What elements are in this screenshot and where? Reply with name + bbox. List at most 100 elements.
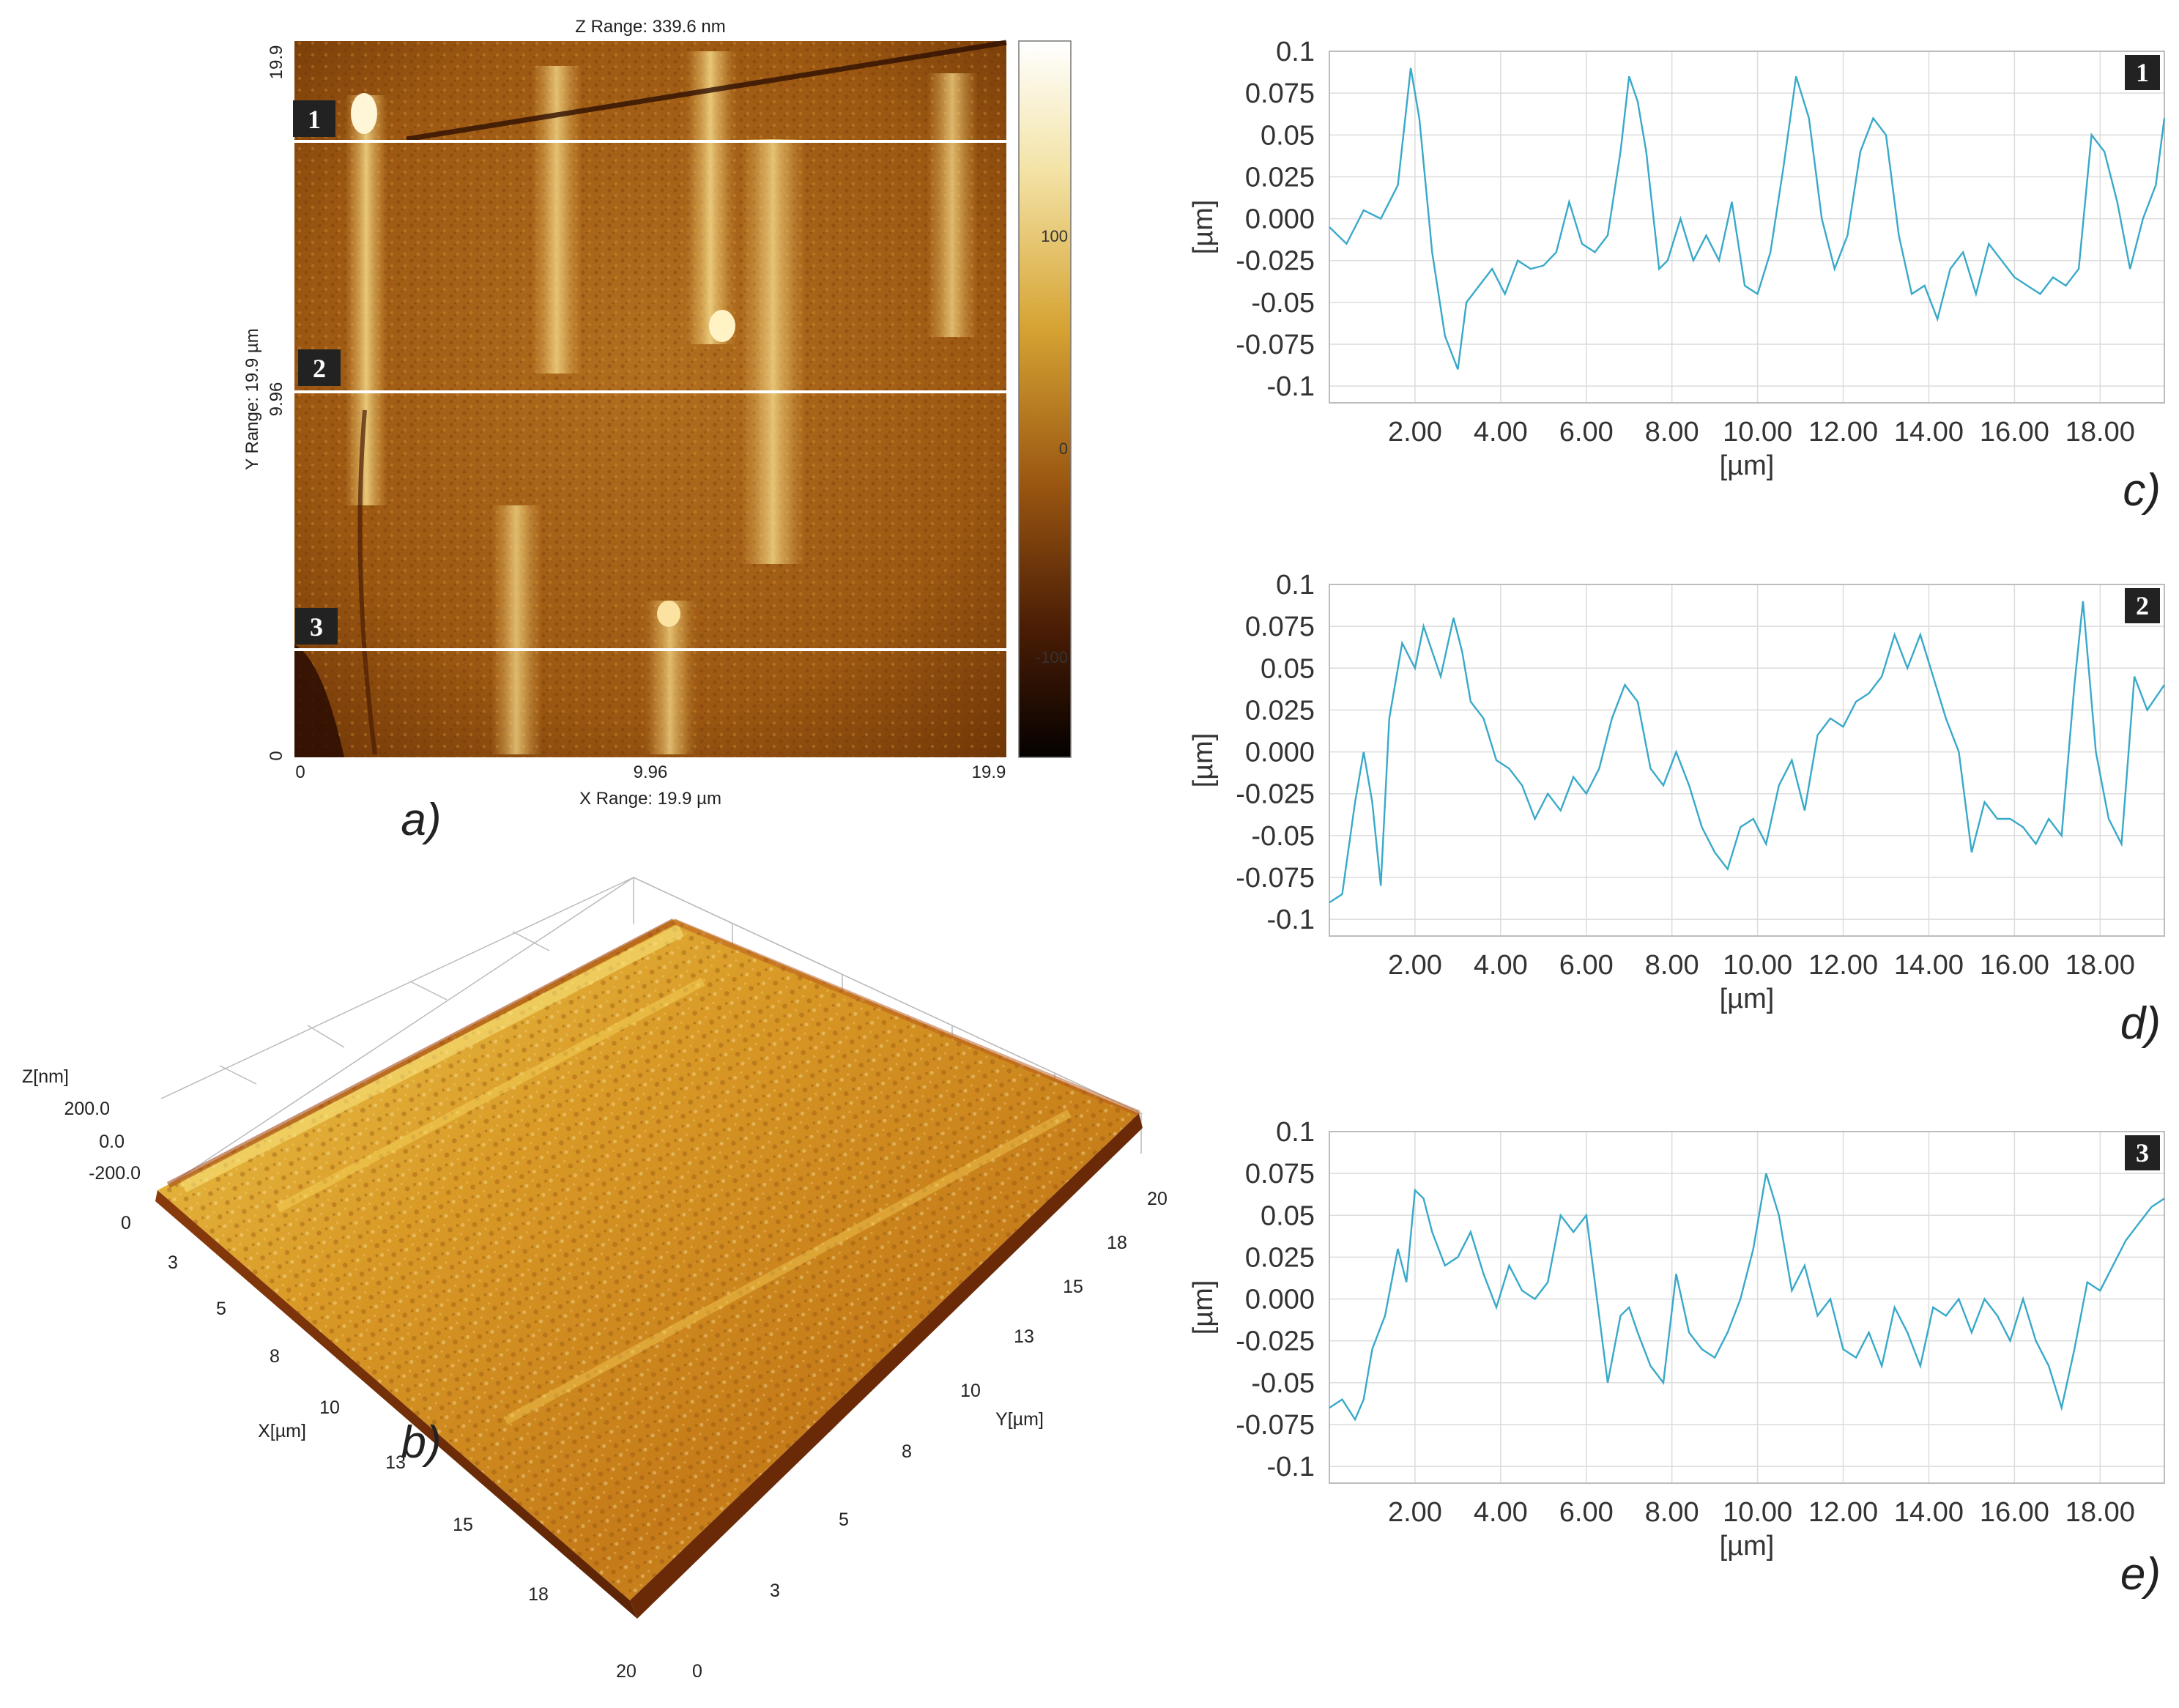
x-tick: 9.96: [634, 762, 668, 782]
profile-badge-label: 1: [2136, 58, 2149, 87]
x-tick-label: 14.00: [1894, 1497, 1964, 1528]
profile-badge-label: 3: [2136, 1138, 2149, 1167]
x-tick: 19.9: [972, 762, 1006, 782]
colorbar-tick: -100: [1036, 648, 1068, 667]
x-tick-label: 16.00: [1980, 417, 2049, 448]
y-axis-label: [µm]: [1188, 733, 1219, 788]
x-tick-label: 14.00: [1894, 950, 1964, 981]
x-tick-label: 8.00: [1645, 417, 1699, 448]
colorbar-tick: 0: [1059, 439, 1068, 458]
afm-colorbar: [1018, 40, 1072, 758]
x-tick-label: 8.00: [1645, 1497, 1699, 1528]
profile-badge-label: 2: [2136, 591, 2149, 620]
y-tick: 5: [839, 1510, 849, 1530]
y-tick-label: 0.05: [1261, 653, 1315, 684]
profile-chart-3: 0.1 0.075 0.05 0.025 0.000 -0.025 -0.05 -0.075 -…: [1188, 1117, 2165, 1600]
x-tick-label: 18.00: [2065, 1497, 2135, 1528]
profile-badge: [2125, 588, 2160, 623]
profile-chart-2: 0.1 0.075 0.05 0.025 0.000 -0.025 -0.05 -0.075 -…: [1188, 570, 2165, 1049]
x-tick-label: 4.00: [1474, 417, 1528, 448]
y-tick: 18: [1107, 1233, 1127, 1253]
y-tick-label: -0.05: [1251, 821, 1315, 852]
x-tick-label: 16.00: [1980, 950, 2049, 981]
profile-badge: [2125, 55, 2160, 90]
x-tick-label: 4.00: [1474, 1497, 1528, 1528]
y-tick-label: -0.075: [1236, 1410, 1315, 1441]
y-tick-label: -0.025: [1236, 1326, 1315, 1357]
afm-scratch: [357, 409, 377, 755]
z-tick: 0.0: [99, 1132, 125, 1152]
profile-marker-2: [298, 349, 341, 386]
y-tick: 0: [692, 1661, 702, 1682]
x-tick: 3: [168, 1252, 178, 1273]
x-tick-label: 10.00: [1723, 1497, 1792, 1528]
3d-y-axis: 0 3 5 8 10 13 15 18 20 Y[µm]: [692, 1189, 1168, 1682]
x-tick: 20: [616, 1661, 636, 1682]
y-tick-label: 0.000: [1245, 738, 1315, 768]
y-tick-label: -0.1: [1267, 371, 1315, 402]
afm-stripe: [927, 73, 978, 337]
x-tick: 18: [528, 1584, 549, 1605]
afm-bright-spot: [351, 93, 377, 134]
afm-stripe: [740, 139, 806, 564]
3d-surface-texture: [157, 919, 1139, 1600]
afm-height-map-panel: 100 0 -100 1 2 3 Z Range: 339.6 nm X Ran…: [242, 17, 1072, 845]
y-tick-label: 0.1: [1276, 570, 1315, 601]
plot-frame: [1329, 1131, 2165, 1484]
profile-series-line: [1329, 601, 2165, 904]
y-tick-label: -0.025: [1236, 246, 1315, 277]
y-axis-label: Y[µm]: [995, 1409, 1044, 1430]
y-tick: 13: [1014, 1326, 1034, 1347]
plot-frame: [1329, 584, 2165, 937]
profile-chart-1: 0.1 0.075 0.05 0.025 0.000 -0.025 -0.05 -0.075 -…: [1188, 37, 2166, 516]
afm-dark-corner: [294, 645, 344, 757]
x-tick-label: 12.00: [1808, 950, 1878, 981]
x-tick-label: 4.00: [1474, 950, 1528, 981]
y-tick-label: -0.025: [1236, 779, 1315, 810]
x-tick-label: 6.00: [1559, 1497, 1614, 1528]
y-axis-label: [µm]: [1188, 1280, 1219, 1335]
y-tick: 15: [1063, 1277, 1083, 1297]
panel-letter-b: b): [401, 1417, 441, 1468]
x-tick: 0: [121, 1213, 131, 1233]
z-axis-label: Z[nm]: [22, 1066, 69, 1087]
3d-back-edge: [166, 918, 676, 1188]
profile-marker-label: 1: [308, 105, 321, 134]
z-tick: -200.0: [89, 1163, 141, 1184]
x-tick-label: 2.00: [1388, 950, 1442, 981]
plot-frame: [1329, 51, 2165, 404]
x-tick: 0: [295, 762, 305, 782]
z-range-label: Z Range: 339.6 nm: [575, 17, 725, 37]
panel-letter-d: d): [2120, 998, 2161, 1049]
x-tick-label: 12.00: [1808, 1497, 1878, 1528]
y-tick-label: 0.000: [1245, 1285, 1315, 1315]
x-tick-label: 10.00: [1723, 950, 1792, 981]
x-axis-label: [µm]: [1720, 450, 1775, 481]
x-tick-label: 6.00: [1559, 950, 1614, 981]
y-tick-label: -0.05: [1251, 288, 1315, 319]
y-axis-label: [µm]: [1188, 200, 1219, 255]
x-tick: 8: [270, 1346, 280, 1367]
y-range-label: Y Range: 19.9 µm: [242, 328, 262, 470]
3d-ridge: [503, 1109, 1072, 1425]
line-profile-charts: 0.1 0.075 0.05 0.025 0.000 -0.025 -0.05 -0.075 -…: [1188, 37, 2166, 1600]
3d-x-axis: 0 3 5 8 10 13 15 18 20 X[µm]: [121, 1213, 636, 1682]
y-tick: 0: [267, 751, 286, 760]
y-tick: 19.9: [267, 45, 286, 80]
z-tick: 200.0: [64, 1099, 110, 1119]
y-tick: 3: [770, 1581, 780, 1601]
y-tick-label: 0.025: [1245, 695, 1315, 726]
afm-stripe: [344, 95, 388, 505]
y-tick: 8: [902, 1441, 912, 1462]
x-tick-label: 10.00: [1723, 417, 1792, 448]
y-tick-label: 0.05: [1261, 120, 1315, 151]
y-tick-label: 0.075: [1245, 612, 1315, 642]
y-tick: 10: [960, 1381, 981, 1401]
x-axis-label: X[µm]: [258, 1421, 306, 1441]
x-tick: 13: [385, 1452, 406, 1473]
x-tick-label: 8.00: [1645, 950, 1699, 981]
profile-marker-label: 2: [313, 354, 326, 383]
x-tick: 15: [453, 1515, 473, 1535]
x-tick-label: 6.00: [1559, 417, 1614, 448]
